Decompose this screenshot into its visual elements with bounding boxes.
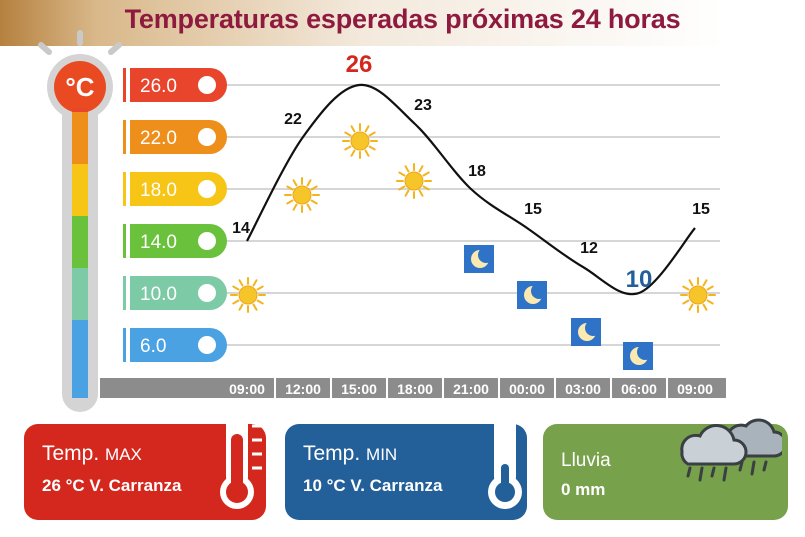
- moon-icon: [517, 281, 547, 309]
- x-tick-label: 06:00: [621, 381, 657, 397]
- scale-tag: 26.0: [123, 68, 227, 102]
- value-label: 10: [626, 266, 653, 293]
- moon-icon: [464, 245, 494, 273]
- rain-title: Lluvia: [561, 450, 611, 471]
- scale-label: 10.0: [140, 284, 177, 305]
- rain-value: 0 mm: [561, 480, 606, 499]
- temp-min-value: 10 °C V. Carranza: [303, 476, 443, 495]
- x-tick-label: 12:00: [285, 381, 321, 397]
- scale-label: 6.0: [140, 336, 166, 357]
- scale-tag: 22.0: [123, 120, 227, 154]
- scale-label: 14.0: [140, 232, 177, 253]
- scale-tag: 18.0: [123, 172, 227, 206]
- temp-min-card: Temp. MIN 10 °C V. Carranza: [285, 424, 527, 520]
- moon-icon: [623, 342, 653, 370]
- thermometer-cold-icon: [488, 408, 522, 509]
- x-tick-label: 03:00: [565, 381, 601, 397]
- temp-max-title: Temp. MAX: [42, 442, 142, 465]
- value-label: 15: [524, 201, 542, 218]
- temp-min-title: Temp. MIN: [303, 442, 398, 465]
- value-label: 22: [284, 111, 302, 128]
- sun-icon: [284, 177, 320, 213]
- value-label: 18: [468, 163, 486, 180]
- x-tick-label: 09:00: [677, 381, 713, 397]
- x-axis-bar: [100, 378, 726, 398]
- value-label: 12: [580, 240, 598, 257]
- sun-icon: [342, 123, 378, 159]
- x-tick-label: 15:00: [341, 381, 377, 397]
- thermometer: °C: [38, 30, 122, 412]
- sun-icon: [230, 277, 266, 313]
- sun-icon: [680, 277, 716, 313]
- scale-label: 26.0: [140, 76, 177, 97]
- value-label: 15: [692, 201, 710, 218]
- chart-area: °C 26.0 22.0 18.0 14.0 10.0 6.0 09:00 12:00 15:…: [38, 30, 726, 412]
- scale-label: 18.0: [140, 180, 177, 201]
- x-tick-label: 09:00: [229, 381, 265, 397]
- value-label: 14: [232, 220, 250, 237]
- temp-max-card: Temp. MAX 26 °C V. Carranza: [24, 424, 266, 520]
- value-label: 26: [346, 51, 373, 78]
- scale-tag: 10.0: [123, 276, 227, 310]
- sun-icon: [396, 163, 432, 199]
- moon-icon: [571, 318, 601, 346]
- x-tick-label: 00:00: [509, 381, 545, 397]
- temperature-line: [246, 83, 696, 296]
- x-tick-label: 21:00: [453, 381, 489, 397]
- rain-cloud-icon: [680, 418, 782, 482]
- value-label: 23: [414, 97, 432, 114]
- x-tick-label: 18:00: [397, 381, 433, 397]
- title-bar: [0, 0, 805, 46]
- thermometer-hot-icon: [220, 408, 262, 509]
- chart-title: Temperaturas esperadas próximas 24 horas: [124, 4, 681, 34]
- scale-label: 22.0: [140, 128, 177, 149]
- temp-max-value: 26 °C V. Carranza: [42, 476, 182, 495]
- thermometer-unit: °C: [65, 72, 94, 102]
- scale-tag: 14.0: [123, 224, 227, 258]
- scale-tag: 6.0: [123, 328, 227, 362]
